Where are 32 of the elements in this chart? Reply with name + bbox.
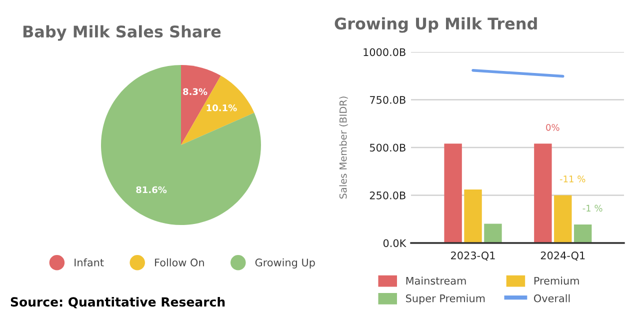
x-tick-label: 2023-Q1: [451, 252, 495, 261]
y-tick-label: 0.0K: [383, 239, 406, 248]
legend-label: Follow On: [155, 258, 204, 266]
y-tick-label: 1000.0B: [364, 48, 406, 56]
bar: [444, 144, 462, 243]
data-label: 8.3%: [183, 88, 208, 96]
bar: [484, 224, 502, 243]
legend-label: Mainstream: [406, 276, 466, 285]
chart-title: Baby Milk Sales Share: [23, 25, 221, 41]
annotation: 0%: [546, 124, 560, 131]
y-tick-label: 250.0B: [370, 191, 406, 200]
legend-label: Overall: [534, 294, 570, 302]
x-tick-label: 2024-Q1: [540, 252, 585, 261]
data-label: 10.1%: [206, 104, 237, 112]
bar: [574, 224, 592, 243]
y-tick-label: 500.0B: [370, 144, 406, 152]
chart-title: Growing Up Milk Trend: [334, 17, 537, 33]
bar: [554, 195, 572, 243]
data-label: 81.6%: [136, 186, 167, 194]
legend-label: Infant: [74, 258, 104, 266]
bar: [464, 190, 482, 243]
y-tick-label: 750.0B: [370, 96, 406, 104]
annotation: -1 %: [582, 204, 602, 212]
bar: [534, 144, 552, 243]
y-axis-title: Sales Member (BIDR): [339, 96, 348, 199]
legend-label: Super Premium: [406, 294, 485, 304]
pie-slice: [181, 76, 254, 145]
annotation: -11 %: [560, 176, 586, 182]
source-note: Source: Quantitative Research: [10, 296, 225, 308]
legend-label: Growing Up: [255, 258, 315, 268]
legend-label: Premium: [534, 276, 579, 285]
pie-slice: [101, 65, 261, 225]
